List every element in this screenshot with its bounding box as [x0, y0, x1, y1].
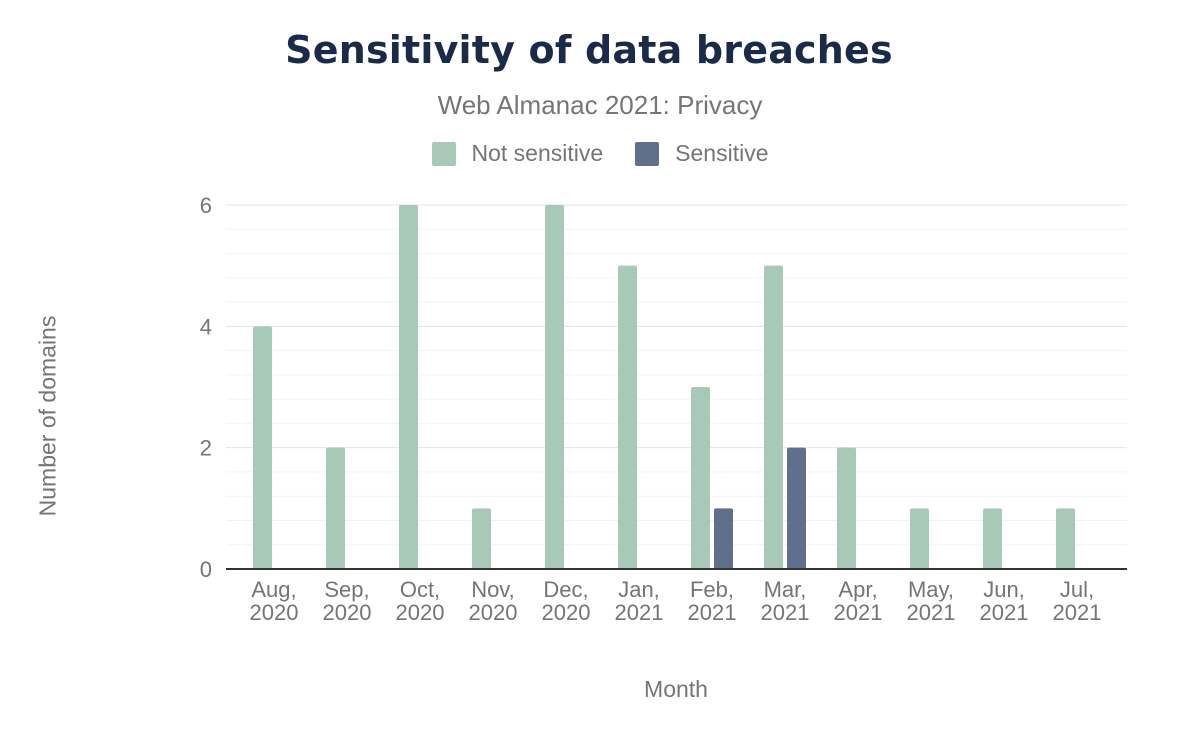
x-tick-label-line: Oct,	[400, 577, 440, 602]
legend-swatch-not-sensitive	[431, 141, 456, 166]
bar-not-sensitive	[472, 508, 491, 569]
y-tick-label: 0	[200, 557, 212, 582]
x-tick-label-line: 2020	[250, 600, 299, 625]
legend: Not sensitive Sensitive	[0, 140, 1200, 167]
x-tick-label-line: 2020	[469, 600, 518, 625]
x-axis-title: Month	[644, 676, 708, 702]
x-tick-label-line: Aug,	[251, 577, 296, 602]
x-tick-label: Aug, 2020	[250, 577, 299, 625]
legend-item-not-sensitive[interactable]: Not sensitive	[431, 140, 604, 167]
x-tick-label-line: 2021	[834, 600, 883, 625]
chart-subtitle: Web Almanac 2021: Privacy	[437, 90, 763, 120]
x-tick-label-line: 2021	[615, 600, 664, 625]
bar-not-sensitive	[691, 387, 710, 569]
x-tick-label-line: Jul,	[1060, 577, 1094, 602]
legend-swatch-sensitive	[635, 141, 660, 166]
bar-sensitive	[714, 508, 733, 569]
bar-not-sensitive	[545, 205, 564, 569]
y-tick-label: 6	[200, 193, 212, 218]
x-tick-label: Mar, 2021	[761, 577, 810, 625]
x-tick-label-line: 2021	[761, 600, 810, 625]
x-tick-label: Sep, 2020	[323, 577, 372, 625]
x-tick-label-line: Nov,	[471, 577, 515, 602]
legend-label-not-sensitive: Not sensitive	[471, 140, 604, 166]
bar-not-sensitive	[618, 265, 637, 569]
y-tick-label: 2	[200, 436, 212, 461]
x-tick-label: Dec, 2020	[542, 577, 591, 625]
x-tick-label-line: Mar,	[764, 577, 807, 602]
x-tick-label-line: 2021	[907, 600, 956, 625]
bar-not-sensitive	[399, 205, 418, 569]
x-tick-label-line: 2021	[980, 600, 1029, 625]
x-tick-label-line: Sep,	[324, 577, 369, 602]
x-tick-label-line: 2020	[542, 600, 591, 625]
x-tick-label: Feb, 2021	[688, 577, 737, 625]
x-tick-label-line: 2020	[323, 600, 372, 625]
chart-title: Sensitivity of data breaches	[285, 28, 893, 72]
x-tick-label: Apr, 2021	[834, 577, 883, 625]
bar-not-sensitive	[326, 447, 345, 569]
bar-not-sensitive	[837, 447, 856, 569]
x-tick-label: May, 2021	[907, 577, 956, 625]
bar-sensitive	[787, 447, 806, 569]
bar-not-sensitive	[910, 508, 929, 569]
x-tick-label-line: May,	[908, 577, 954, 602]
x-tick-label-line: Jan,	[618, 577, 660, 602]
y-tick-label: 4	[200, 314, 212, 339]
bar-not-sensitive	[253, 326, 272, 569]
x-tick-label: Jun, 2021	[980, 577, 1029, 625]
bar-not-sensitive	[983, 508, 1002, 569]
x-tick-label-line: Feb,	[690, 577, 734, 602]
x-tick-label-line: Dec,	[543, 577, 588, 602]
x-tick-label-line: 2021	[1053, 600, 1102, 625]
bar-not-sensitive	[764, 265, 783, 569]
legend-label-sensitive: Sensitive	[675, 140, 769, 166]
x-tick-label-line: Apr,	[838, 577, 877, 602]
x-tick-label-line: 2021	[688, 600, 737, 625]
x-tick-label: Jan, 2021	[615, 577, 664, 625]
x-tick-label: Nov, 2020	[469, 577, 518, 625]
legend-item-sensitive[interactable]: Sensitive	[635, 140, 769, 167]
x-tick-label-line: Jun,	[983, 577, 1025, 602]
bar-not-sensitive	[1056, 508, 1075, 569]
x-tick-label: Oct, 2020	[396, 577, 445, 625]
x-tick-label-line: 2020	[396, 600, 445, 625]
x-tick-label: Jul, 2021	[1053, 577, 1102, 625]
